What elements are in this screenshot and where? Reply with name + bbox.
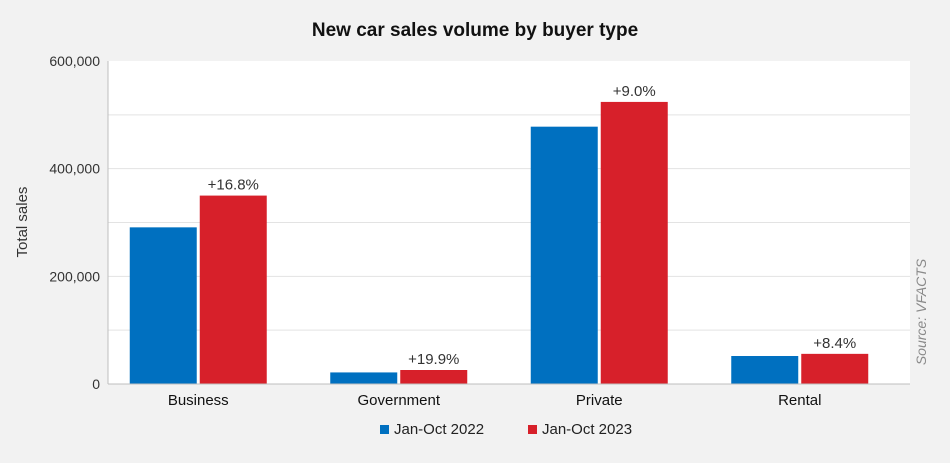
legend-swatch	[380, 425, 389, 434]
x-tick-label: Private	[576, 392, 623, 409]
data-label: +16.8%	[208, 177, 259, 194]
bar	[731, 356, 799, 384]
data-label: +9.0%	[613, 83, 656, 100]
x-tick-label: Business	[168, 392, 229, 409]
bar	[600, 101, 668, 384]
data-label: +8.4%	[813, 335, 856, 352]
bar	[400, 370, 468, 384]
bar	[801, 353, 869, 384]
legend-label: Jan-Oct 2023	[542, 421, 632, 438]
bar	[530, 126, 598, 384]
legend: Jan-Oct 2022 Jan-Oct 2023	[380, 421, 632, 438]
y-tick-label: 200,000	[49, 268, 100, 284]
chart-title: New car sales volume by buyer type	[312, 20, 638, 41]
y-tick-label: 400,000	[49, 161, 100, 177]
bar	[129, 227, 197, 384]
source-note: Source: VFACTS	[913, 258, 929, 365]
data-label: +19.9%	[408, 351, 459, 368]
legend-swatch	[528, 425, 537, 434]
axes: 0 200,000 400,000 600,000 Business Government…	[49, 53, 910, 409]
bars: +16.8% +19.9% +9.0% +8.4%	[129, 83, 869, 384]
legend-label: Jan-Oct 2022	[394, 421, 484, 438]
bar	[330, 372, 398, 384]
y-axis-label: Total sales	[14, 187, 31, 258]
x-tick-label: Government	[357, 392, 440, 409]
x-tick-label: Rental	[778, 392, 821, 409]
bar	[199, 195, 267, 384]
y-tick-label: 0	[92, 376, 100, 392]
y-tick-label: 600,000	[49, 53, 100, 69]
